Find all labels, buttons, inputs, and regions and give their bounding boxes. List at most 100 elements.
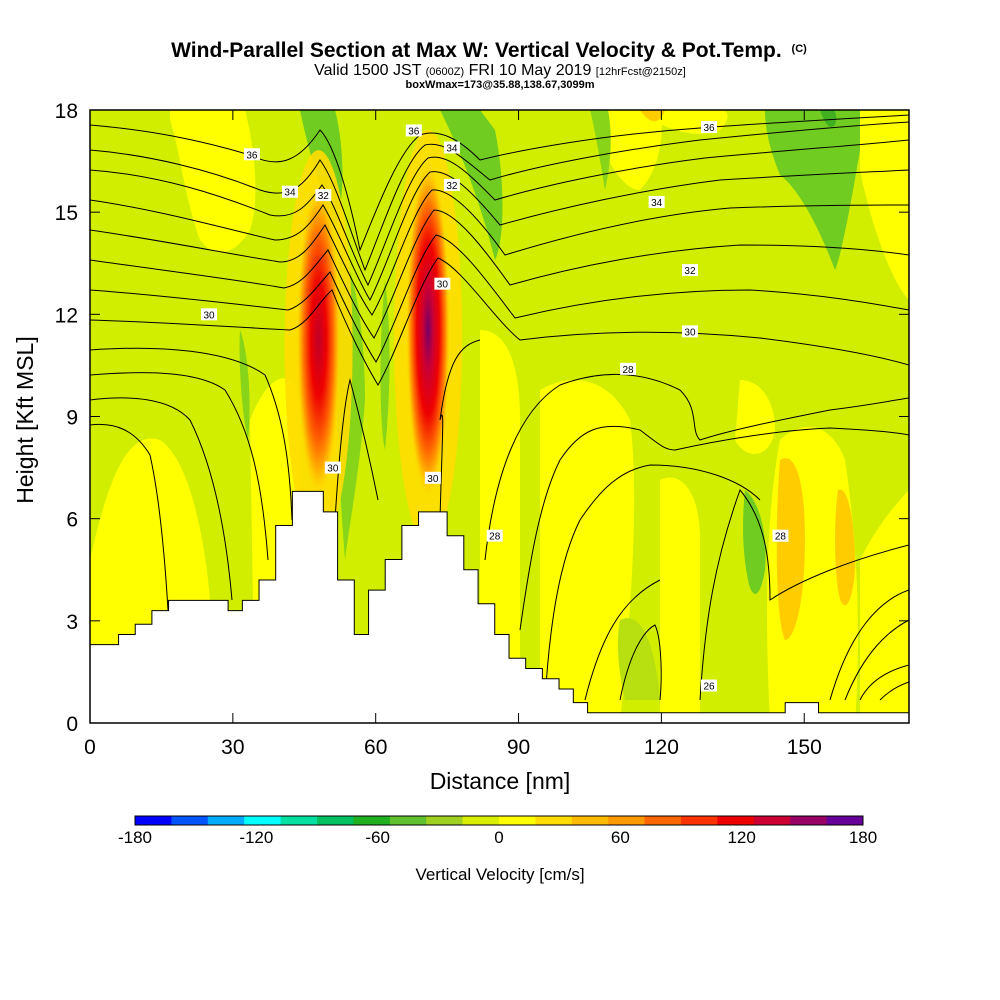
contour-label-text: 36 (408, 126, 420, 137)
theta-contour-line (844, 619, 909, 701)
yellow-patch (170, 110, 256, 253)
theta-contour-line (90, 121, 909, 272)
green-patch (743, 490, 766, 594)
y-tick-label: 0 (66, 713, 78, 736)
valid-prefix: Valid 1500 JST (314, 62, 422, 79)
valid-date: FRI 10 May 2019 (469, 62, 592, 79)
y-tick-label: 15 (55, 202, 78, 225)
colorbar-swatch (171, 816, 209, 825)
colorbar-swatch (608, 816, 646, 825)
contour-label: 32 (443, 178, 460, 192)
contour-label: 32 (315, 189, 332, 202)
green-patch (617, 618, 660, 700)
theta-contour-line (90, 189, 909, 316)
theta-contour-line (90, 234, 909, 363)
contour-label: 34 (443, 141, 460, 154)
contour-label-text: 30 (437, 280, 449, 291)
contour-label-text: 32 (318, 191, 330, 202)
x-tick-label: 150 (787, 736, 822, 759)
yellow-patch (660, 477, 700, 723)
contour-label: 30 (434, 277, 451, 291)
y-axis-label: Height [Kft MSL] (12, 336, 38, 503)
theta-contour-line (519, 425, 909, 631)
valid-forecast: [12hrFcst@2150z] (596, 66, 686, 78)
colorbar-swatch (244, 816, 282, 825)
x-tick-label: 0 (84, 736, 96, 759)
theta-contour-line (439, 339, 481, 521)
chart-title: Wind-Parallel Section at Max W: Vertical… (171, 39, 807, 62)
theta-contour-line (90, 372, 269, 561)
contour-label-text: 26 (703, 682, 715, 693)
contour-label-text: 36 (246, 150, 258, 161)
theta-contour-line (879, 681, 909, 701)
colorbar (134, 815, 864, 826)
contour-label-text: 28 (489, 532, 501, 543)
theta-contour-line (544, 464, 761, 701)
green-patch (590, 110, 611, 190)
theta-contour-line (619, 624, 662, 701)
theta-contour-line (90, 209, 909, 339)
colorbar-swatch (280, 816, 318, 825)
contour-label-text: 28 (623, 365, 635, 376)
theta-contour-line (90, 347, 293, 521)
yellow-patch (735, 380, 775, 454)
terrain (90, 490, 909, 723)
green-patch (380, 280, 390, 450)
contour-label-text: 30 (203, 310, 215, 321)
theta-contour-line (584, 579, 661, 701)
contour-label: 28 (620, 362, 637, 376)
copyright-mark: (C) (792, 43, 808, 55)
colorbar-tick-label: 0 (494, 828, 503, 847)
x-axis-label: Distance [nm] (430, 768, 571, 794)
green-patch (239, 330, 250, 440)
x-tick-label: 60 (364, 736, 387, 759)
contour-label-text: 32 (684, 266, 696, 277)
colorbar-swatch (681, 816, 718, 825)
y-tick-label: 3 (66, 611, 78, 634)
colorbar-swatch (790, 816, 828, 825)
valid-time-line: Valid 1500 JST (0600Z) FRI 10 May 2019 [… (314, 62, 686, 79)
contour-label: 36 (243, 148, 260, 161)
chart-title-main: Wind-Parallel Section at Max W: Vertical… (171, 39, 782, 62)
contour-label: 34 (648, 195, 665, 209)
colorbar-swatch (389, 816, 427, 825)
colorbar-swatch (317, 816, 354, 825)
contour-label-text: 34 (651, 198, 663, 209)
contour-labels: 36 34 32 30 36 34 32 30 30 30 28 36 34 32 30 28 26 28 (201, 121, 789, 693)
colorbar-tick-label: -60 (365, 828, 390, 847)
colorbar-swatch (462, 816, 500, 825)
green-patch (765, 110, 860, 270)
updraft-core (406, 161, 451, 498)
colorbar-swatch (535, 816, 573, 825)
x-axis: 0 30 60 90 120 150 (84, 110, 822, 759)
theta-contour-line (90, 169, 909, 302)
x-tick-label: 120 (644, 736, 679, 759)
green-patch (820, 110, 837, 127)
contour-label: 28 (772, 529, 789, 543)
x-tick-label: 90 (507, 736, 530, 759)
contour-label-text: 30 (327, 464, 339, 475)
orange-patch (835, 489, 855, 606)
contour-label-text: 34 (284, 188, 296, 199)
theta-contour-line (90, 397, 233, 601)
colorbar-swatch (135, 816, 172, 825)
colorbar-tick-label: -180 (118, 828, 152, 847)
colorbar-swatch (426, 816, 464, 825)
contour-label: 32 (681, 264, 698, 277)
y-tick-label: 9 (66, 407, 78, 430)
contour-label: 30 (324, 461, 341, 475)
colorbar-tick-label: 60 (611, 828, 630, 847)
contour-label: 28 (486, 529, 503, 543)
theta-contour-line (334, 379, 379, 521)
colorbar-tick-label: -120 (239, 828, 273, 847)
contour-label: 30 (681, 325, 698, 338)
colorbar-tick-label: 120 (727, 828, 755, 847)
colorbar-ticks: -180 -120 -60 0 60 120 180 (118, 828, 877, 847)
plot-area: 36 34 32 30 36 34 32 30 30 30 28 36 34 32 30 28 26 28 (90, 110, 909, 723)
colorbar-frame (134, 815, 864, 826)
theta-contour-line (90, 257, 909, 386)
y-tick-label: 12 (55, 304, 78, 327)
contour-label-text: 28 (775, 532, 787, 543)
